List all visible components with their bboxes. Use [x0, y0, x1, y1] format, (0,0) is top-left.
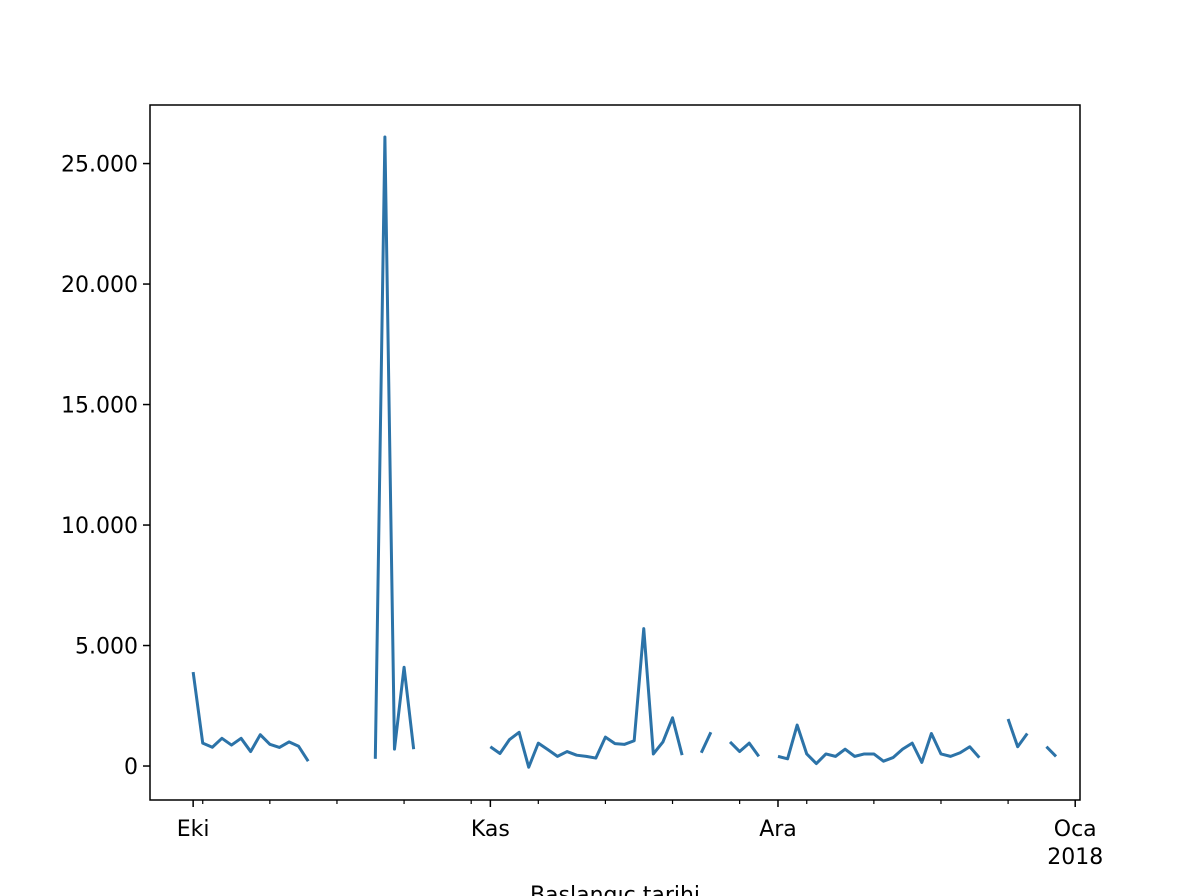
data-line: [191, 135, 1058, 769]
x-axis-label: Başlangıç tarihi: [530, 883, 700, 896]
y-tick-label: 25.000: [61, 153, 138, 178]
y-tick-label: 0: [124, 755, 138, 780]
x-tick-label: Eki: [177, 817, 210, 842]
x-tick-label: Oca 2018: [1047, 817, 1103, 870]
plot-frame: [149, 104, 1081, 801]
y-tick-label: 10.000: [61, 514, 138, 539]
x-tick-label: Kas: [471, 817, 510, 842]
y-tick-label: 5.000: [75, 635, 138, 660]
y-tick-label: 20.000: [61, 273, 138, 298]
x-tick-label: Ara: [759, 817, 797, 842]
y-tick-label: 15.000: [61, 394, 138, 419]
